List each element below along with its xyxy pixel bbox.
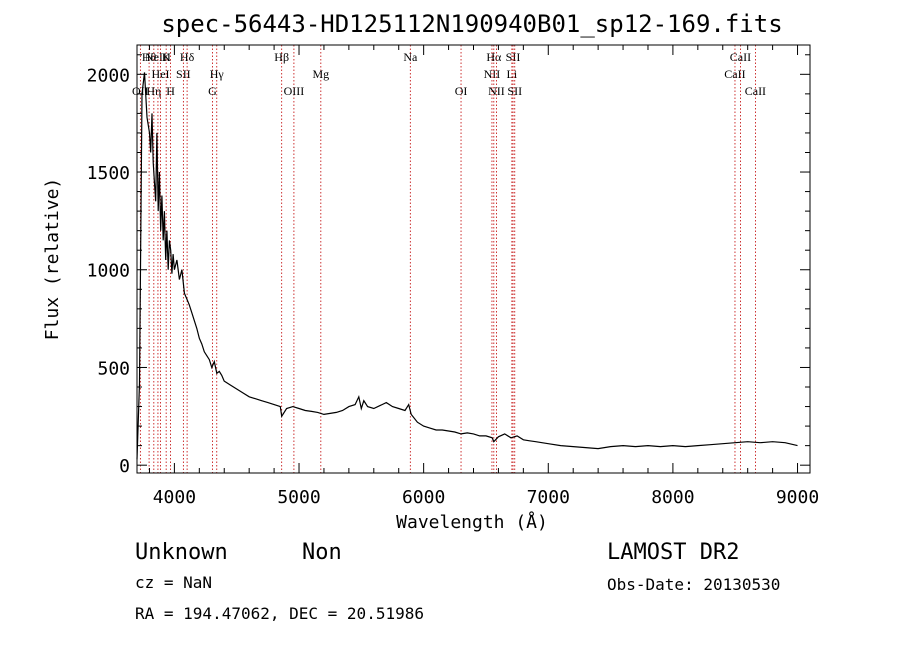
emission-line-label: OI [455, 84, 468, 98]
emission-line-label: Hδ [180, 50, 195, 64]
emission-line-label: Li [507, 67, 518, 81]
chart-title: spec-56443-HD125112N190940B01_sp12-169.f… [161, 10, 782, 38]
emission-lines: OIIHθHηNeIIIHeIKHSIIHδGHγHβOIIIMgNaOINII… [132, 45, 766, 473]
emission-line-label: SII [506, 50, 521, 64]
x-tick-label: 7000 [527, 487, 570, 508]
y-tick-label: 500 [97, 358, 130, 379]
x-tick-label: 5000 [277, 487, 320, 508]
x-tick-label: 6000 [402, 487, 445, 508]
y-axis: 0 500 1000 1500 2000 [87, 54, 810, 477]
y-axis-label: Flux (relative) [42, 178, 63, 341]
emission-line-label: K [162, 50, 171, 64]
x-tick-label: 4000 [153, 487, 196, 508]
plot-frame [136, 44, 811, 474]
class-label: Unknown [135, 540, 228, 565]
obs-date: Obs-Date: 20130530 [607, 575, 780, 594]
y-tick-label: 1500 [87, 163, 130, 184]
emission-line-label: OII [132, 84, 149, 98]
emission-line-label: HeI [152, 67, 170, 81]
x-axis-label: Wavelength (Å) [396, 511, 548, 533]
y-tick-label: 1000 [87, 261, 130, 282]
spectrum-series-line [136, 72, 798, 460]
x-tick-label: 9000 [776, 487, 819, 508]
emission-line-label: Na [403, 50, 418, 64]
y-tick-label: 2000 [87, 65, 130, 86]
coordinates: RA = 194.47062, DEC = 20.51986 [135, 604, 424, 623]
emission-line-label: Mg [312, 67, 329, 81]
emission-line-label: Hη [146, 84, 161, 98]
emission-line-label: NII [488, 84, 505, 98]
emission-line-label: SII [507, 84, 522, 98]
emission-line-label: SII [176, 67, 191, 81]
emission-line-label: Hθ [142, 50, 157, 64]
survey-name: LAMOST DR2 [607, 540, 739, 565]
x-axis: 4000 5000 6000 7000 8000 9000 [148, 45, 819, 508]
emission-line-label: Hγ [210, 67, 225, 81]
subclass-label: Non [302, 540, 342, 565]
x-tick-label: 8000 [651, 487, 694, 508]
emission-line-label: CaII [745, 84, 766, 98]
emission-line-label: G [208, 84, 217, 98]
y-tick-label: 0 [119, 456, 130, 477]
emission-line-label: NII [484, 67, 501, 81]
emission-line-label: Hα [486, 50, 502, 64]
emission-line-label: H [166, 84, 175, 98]
emission-line-label: CaII [730, 50, 751, 64]
emission-line-label: CaII [724, 67, 745, 81]
emission-line-label: NeIII [145, 50, 171, 64]
cz-value: cz = NaN [135, 573, 212, 592]
emission-line-label: Hβ [274, 50, 289, 64]
emission-line-label: OIII [284, 84, 305, 98]
